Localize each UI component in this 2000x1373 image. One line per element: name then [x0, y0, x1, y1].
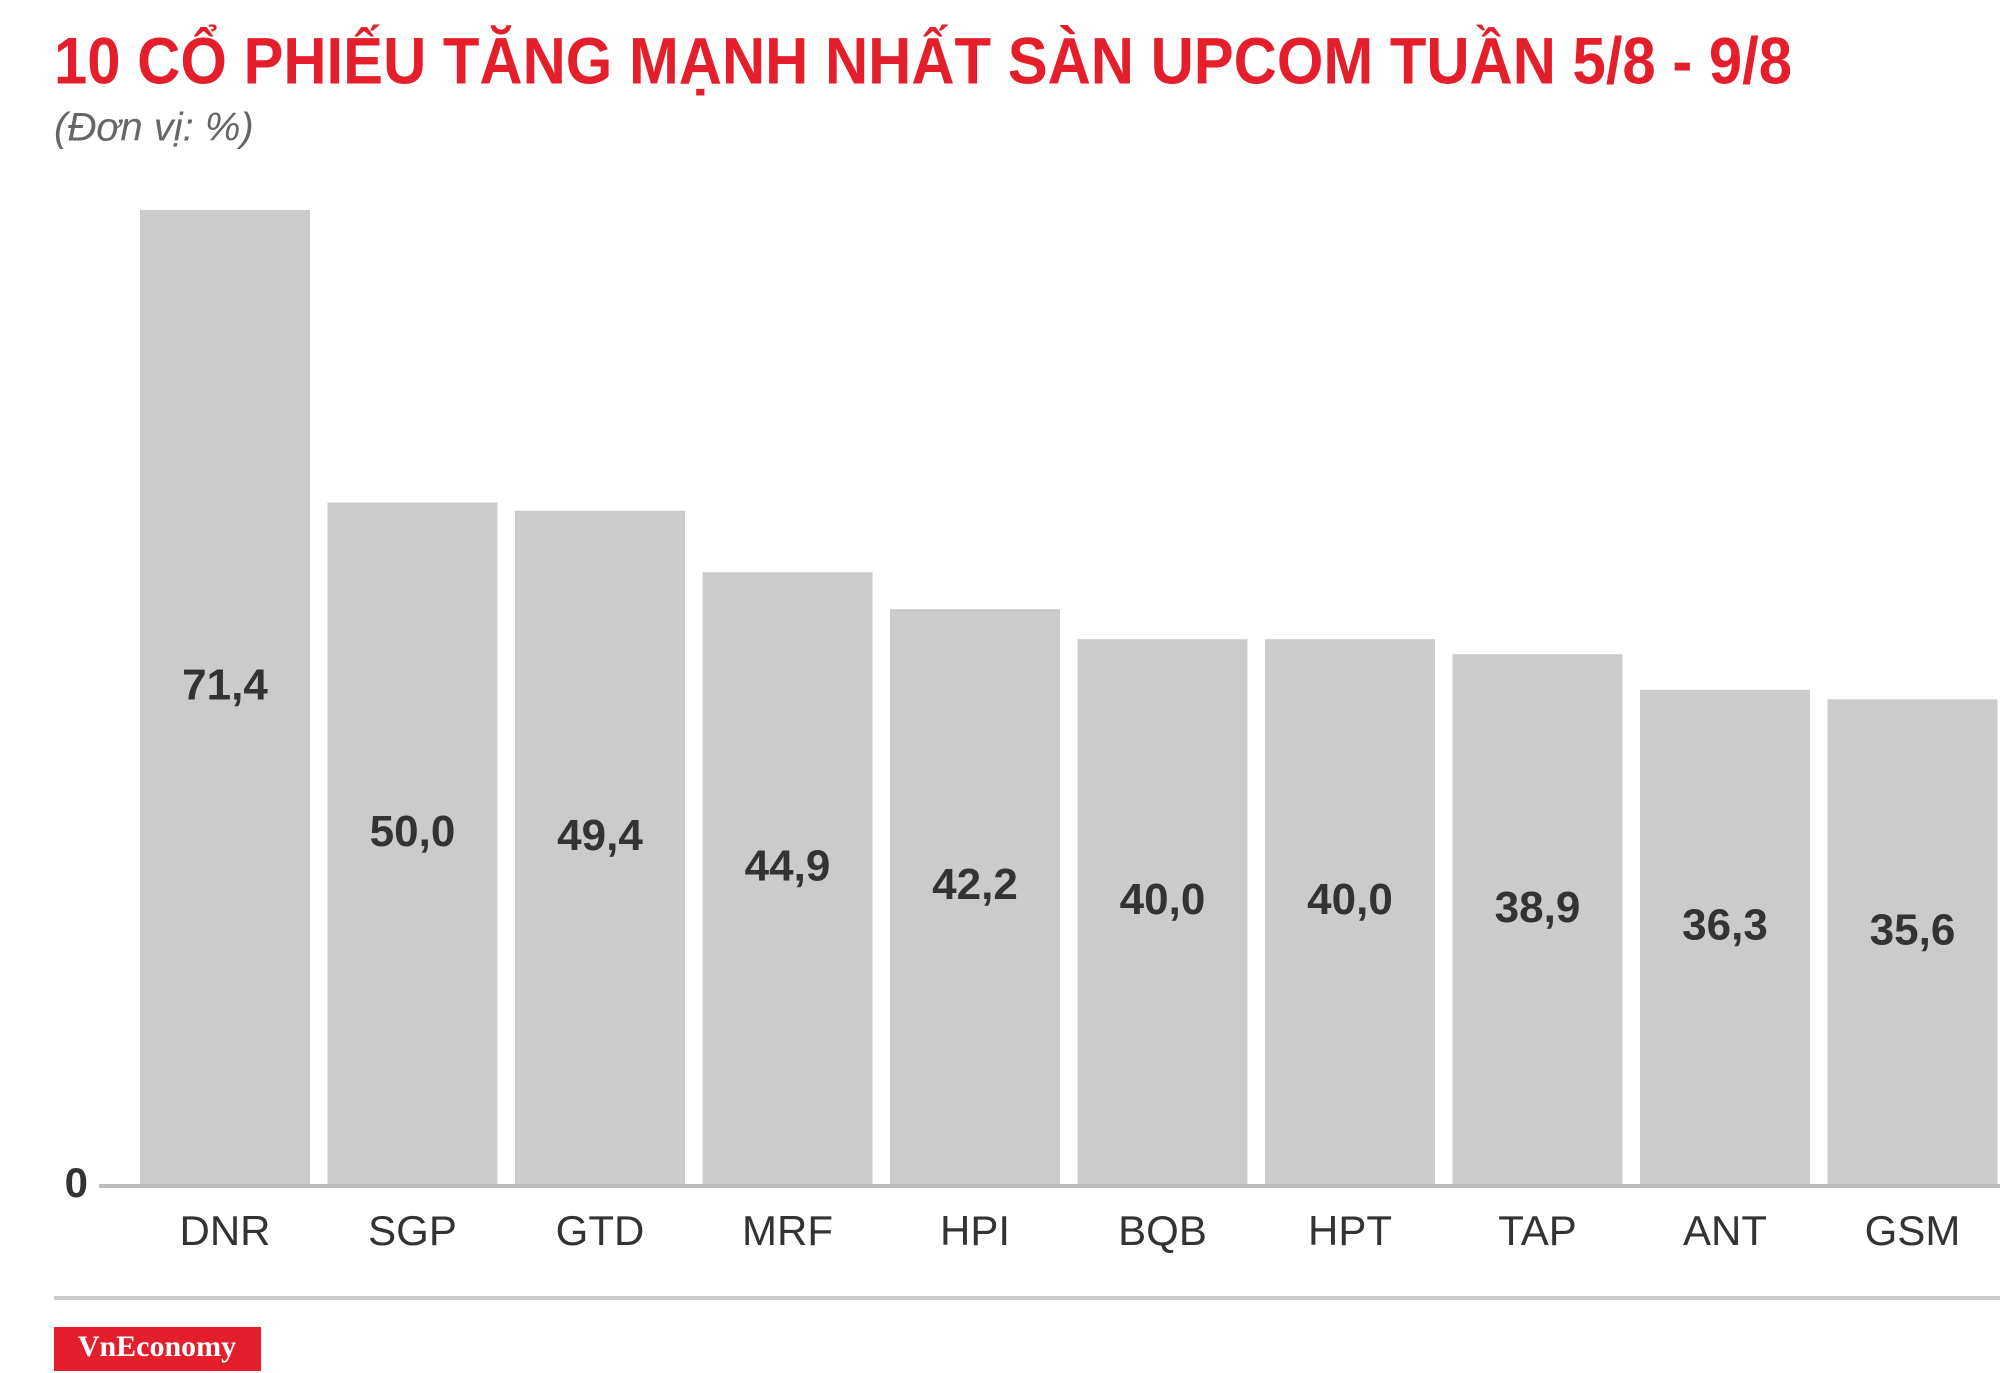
logo: VnEconomy: [78, 1330, 236, 1363]
value-label: 40,0: [1307, 875, 1393, 924]
value-label: 40,0: [1120, 875, 1206, 924]
chart-title: 10 CỔ PHIẾU TĂNG MẠNH NHẤT SÀN UPCOM TUẦ…: [54, 23, 1792, 97]
y-tick-label: 0: [65, 1159, 88, 1206]
x-tick-label: ANT: [1683, 1207, 1767, 1254]
x-tick-label: HPT: [1308, 1207, 1392, 1254]
value-label: 42,2: [932, 860, 1018, 909]
chart-subtitle: (Đơn vị: %): [54, 106, 254, 150]
value-label: 44,9: [745, 842, 831, 891]
bar: [890, 609, 1060, 1186]
bar: [702, 572, 873, 1186]
x-tick-label: DNR: [180, 1207, 271, 1254]
x-tick-label: TAP: [1498, 1207, 1577, 1254]
bar: [1077, 639, 1248, 1186]
x-tick-label: BQB: [1118, 1207, 1207, 1254]
bar: [515, 510, 685, 1187]
bar: [1640, 689, 1810, 1186]
bar: [327, 502, 498, 1186]
x-tick-label: GTD: [556, 1207, 645, 1254]
bar: [1827, 699, 1998, 1186]
value-label: 36,3: [1682, 901, 1768, 950]
x-tick-label: HPI: [940, 1207, 1010, 1254]
value-label: 49,4: [557, 811, 643, 860]
bar: [140, 210, 310, 1186]
logo-box: [54, 1327, 261, 1371]
value-label: 50,0: [370, 807, 456, 856]
value-label: 71,4: [182, 661, 268, 710]
value-label: 35,6: [1870, 905, 1956, 954]
bar: [1265, 639, 1435, 1186]
x-tick-label: GSM: [1865, 1207, 1961, 1254]
value-label: 38,9: [1495, 883, 1581, 932]
x-tick-label: MRF: [742, 1207, 833, 1254]
x-tick-label: SGP: [368, 1207, 457, 1254]
bar: [1452, 654, 1623, 1186]
